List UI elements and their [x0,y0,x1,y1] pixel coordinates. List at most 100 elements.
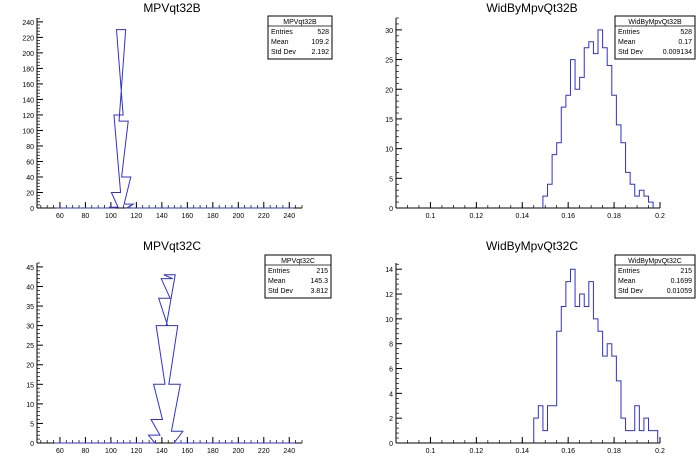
histogram-bin [566,282,571,443]
x-tick-label: 0.14 [515,448,529,455]
y-tick-label: 15 [26,382,34,389]
stats-value: 215 [316,268,328,275]
y-tick-label: 25 [385,58,393,65]
y-tick-label: 20 [26,190,34,197]
y-tick-label: 180 [22,66,34,73]
histogram-bin [548,184,553,208]
stats-name: WidByMpvQt32B [628,19,682,26]
histogram-bin [626,172,631,208]
histogram-bin [621,418,626,443]
histogram-bin [589,282,594,443]
x-tick-label: 240 [283,213,295,220]
y-tick-label: 220 [22,35,34,42]
y-tick-label: 100 [22,128,34,135]
stats-box [264,254,332,299]
x-tick-label: 120 [131,448,143,455]
histogram-bin [561,107,566,208]
histogram-bin [603,356,608,443]
y-tick-label: 60 [26,159,34,166]
histogram-bin [543,196,548,208]
histogram-series [533,268,659,443]
histogram-bin [552,406,557,443]
x-tick-label: 220 [258,213,270,220]
y-tick-label: 15 [385,117,393,124]
chart-title: MPVqt32B [143,1,200,15]
histogram-bin [598,331,603,443]
x-tick-label: 180 [207,213,219,220]
histogram-bin [607,66,612,209]
stats-value: 109.2 [311,39,329,46]
x-tick-label: 0.16 [561,448,575,455]
y-tick-label: 40 [26,175,34,182]
histogram-bin [635,196,640,208]
x-tick-label: 0.1 [426,448,436,455]
histogram-bin [653,431,658,443]
histogram-bin [584,48,589,208]
stats-value: 2.192 [311,49,329,56]
stats-value: 0.1699 [671,278,693,285]
stats-label: Mean [618,39,636,46]
y-tick-label: 2 [389,416,393,423]
histogram-bin [630,431,635,443]
x-tick-label: 220 [258,448,270,455]
y-tick-label: 80 [26,144,34,151]
histogram-bin [566,95,571,208]
histogram-bin [593,319,598,443]
histogram-bin [570,60,575,208]
stats-label: Mean [268,278,286,285]
histogram-bin [639,431,644,443]
histogram-bin [575,89,580,208]
x-tick-label: 0.2 [655,213,665,220]
x-tick-label: 140 [156,448,168,455]
stats-name: MPVqt32C [281,258,315,265]
x-tick-label: 140 [156,213,168,220]
stats-value: 528 [680,29,692,36]
histogram-series [54,274,295,444]
stats-label: Entries [271,29,293,36]
histogram-bin [552,155,557,208]
histogram-bin [616,125,621,208]
stats-box [614,15,696,60]
histogram-bin [644,418,649,443]
x-tick-label: 0.2 [655,448,665,455]
histogram-bin [616,381,621,443]
stats-label: Std Dev [618,288,643,295]
histogram-bin [626,431,631,443]
histogram-series [55,29,294,209]
stats-label: Mean [618,278,636,285]
stats-value: 0.009134 [663,49,692,56]
histogram-bin [575,306,580,443]
stats-value: 0.17 [678,39,692,46]
histogram-bin [621,143,626,208]
chart-title: MPVqt32C [143,239,201,253]
y-tick-label: 45 [26,265,34,272]
x-tick-label: 180 [207,448,219,455]
histogram-bin [548,406,553,443]
stats-label: Std Dev [268,288,293,295]
histogram-bin [557,331,562,443]
x-tick-label: 0.1 [426,213,436,220]
chart-title: WidByMpvQt32B [486,1,577,15]
chart-title: WidByMpvQt32C [486,239,578,253]
y-tick-label: 6 [389,367,393,374]
y-tick-label: 200 [22,51,34,58]
y-tick-label: 140 [22,97,34,104]
histogram-bin [561,306,566,443]
x-tick-label: 0.12 [470,448,484,455]
stats-value: 145.3 [310,278,328,285]
y-tick-label: 5 [30,421,34,428]
stats-value: 528 [317,29,329,36]
histogram-bin [171,431,182,443]
y-tick-label: 0 [30,441,34,448]
y-tick-label: 20 [26,363,34,370]
x-tick-label: 0.18 [607,213,621,220]
x-tick-label: 0.18 [607,448,621,455]
y-tick-label: 0 [30,206,34,213]
y-tick-label: 30 [385,28,393,35]
stats-value: 0.01059 [667,288,692,295]
y-tick-label: 10 [385,317,393,324]
x-tick-label: 100 [105,448,117,455]
stats-label: Std Dev [271,49,296,56]
x-tick-label: 0.16 [561,213,575,220]
